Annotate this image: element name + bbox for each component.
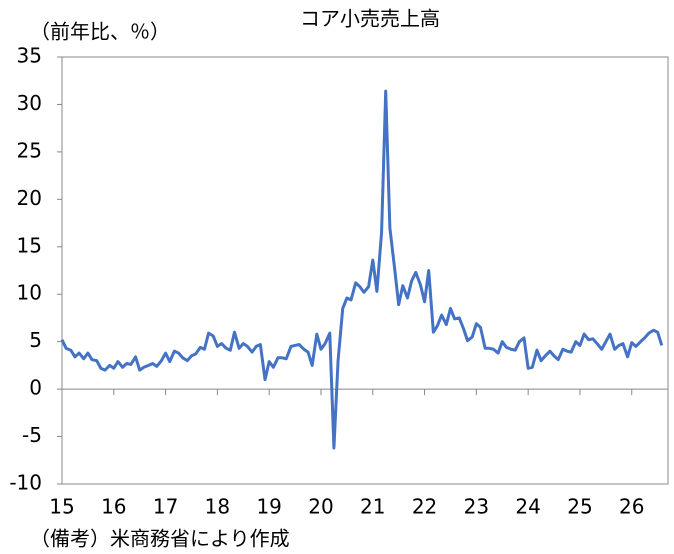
y-axis-label: （前年比、％） <box>30 20 170 44</box>
x-tick-label: 20 <box>308 495 333 519</box>
x-tick-label: 22 <box>412 495 437 519</box>
y-tick-label: -5 <box>22 423 42 447</box>
x-tick-label: 16 <box>101 495 126 519</box>
y-tick-label: 5 <box>29 328 42 352</box>
plot-frame <box>61 56 669 485</box>
y-tick-label: 0 <box>29 376 42 400</box>
y-tick-label: 10 <box>17 281 42 305</box>
x-tick-label: 15 <box>49 495 74 519</box>
y-tick-label: 25 <box>17 138 42 162</box>
data-line <box>60 89 664 450</box>
x-tick-label: 21 <box>360 495 385 519</box>
x-tick-label: 25 <box>567 495 592 519</box>
x-tick-label: 26 <box>619 495 644 519</box>
y-tick-label: -10 <box>9 471 42 495</box>
y-tick-label: 15 <box>17 233 42 257</box>
y-tick-label: 35 <box>17 44 42 68</box>
y-tick-label: 20 <box>17 186 42 210</box>
note: （備考）米商務省により作成 <box>30 527 290 551</box>
x-tick-label: 19 <box>256 495 281 519</box>
x-tick-label: 24 <box>515 495 540 519</box>
x-tick-label: 23 <box>464 495 489 519</box>
x-tick-label: 18 <box>205 495 230 519</box>
y-tick-label: 30 <box>17 91 42 115</box>
x-tick-label: 17 <box>153 495 178 519</box>
chart-title: コア小売売上高 <box>300 7 440 31</box>
